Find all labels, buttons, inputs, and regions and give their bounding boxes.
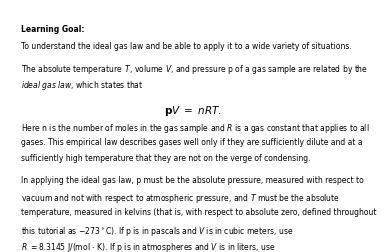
Text: $\bf{p}$$V$ $=$ $n$$\it{RT}.$: $\bf{p}$$V$ $=$ $n$$\it{RT}.$ xyxy=(164,104,223,118)
Text: gases. This empirical law describes gases well only if they are sufficiently dil: gases. This empirical law describes gase… xyxy=(21,138,362,147)
Text: The absolute temperature  $T$, volume $V$, and pressure p of a gas sample are re: The absolute temperature $T$, volume $V$… xyxy=(21,63,368,76)
Text: this tutorial as $-273^\circ$C). If p is in pascals and $V$ is in cubic meters, : this tutorial as $-273^\circ$C). If p is… xyxy=(21,225,293,238)
Text: Learning Goal:: Learning Goal: xyxy=(21,25,84,34)
Text: temperature, measured in kelvins (that is, with respect to absolute zero, define: temperature, measured in kelvins (that i… xyxy=(21,208,376,217)
Text: To understand the ideal gas law and be able to apply it to a wide variety of sit: To understand the ideal gas law and be a… xyxy=(21,42,351,51)
Text: In applying the ideal gas law, p must be the absolute pressure, measured with re: In applying the ideal gas law, p must be… xyxy=(21,176,363,184)
Text: Here n is the number of moles in the gas sample and $R$ is a gas constant that a: Here n is the number of moles in the gas… xyxy=(21,122,369,135)
Text: $R$ $= 8.3145$ J/(mol $\cdot$ K). If p is in atmospheres and $V$ is in liters, u: $R$ $= 8.3145$ J/(mol $\cdot$ K). If p i… xyxy=(21,241,275,252)
Text: vacuum and not with respect to atmospheric pressure, and $T$ must be the absolut: vacuum and not with respect to atmospher… xyxy=(21,192,340,205)
Text: sufficiently high temperature that they are not on the verge of condensing.: sufficiently high temperature that they … xyxy=(21,154,310,163)
Text: $\it{ideal\ gas\ law}$, which states that: $\it{ideal\ gas\ law}$, which states tha… xyxy=(21,79,143,92)
